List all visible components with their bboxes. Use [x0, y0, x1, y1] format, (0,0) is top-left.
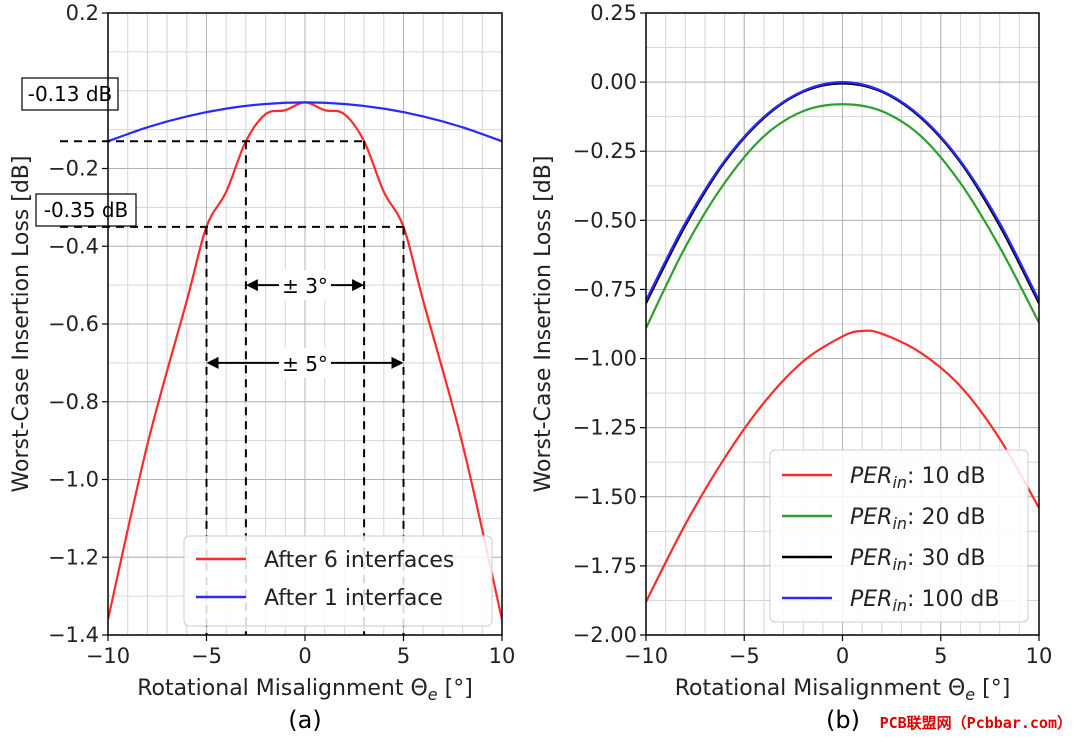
arrow-head: [352, 279, 365, 292]
legend-label: PERin: 100 dB: [850, 587, 1000, 615]
x-tick-label: −10: [86, 644, 130, 668]
x-tick-label: 0: [298, 644, 311, 668]
range-arrow-5-label-bg: [279, 347, 331, 378]
legend-box: [183, 535, 493, 627]
watermark-text: PCB联盟网（Pcbbar.com）: [879, 714, 1072, 732]
series-line: [108, 101, 502, 143]
callout-box-035: [35, 193, 137, 227]
series-group: [646, 81, 1039, 603]
y-tick-label: −0.6: [48, 312, 99, 336]
y-tick-label: −0.50: [573, 208, 637, 232]
series-line: [646, 329, 1039, 603]
legend: After 6 interfaces After 1 interface: [183, 535, 493, 627]
callout-label-013: -0.13 dB: [28, 82, 113, 106]
panel-a: ± 3° ± 5° -0.13 dB -0.35 dB −10 −5 0 5 10 0.2 −0.2…: [9, 1, 515, 734]
x-tick-label: 5: [397, 644, 410, 668]
y-tick-label: 0.00: [590, 70, 637, 94]
range-arrow-5-label: ± 5°: [282, 352, 328, 376]
y-tick-label: −0.75: [573, 277, 637, 301]
legend-label: PERin: 20 dB: [850, 505, 986, 533]
y-tick-label: −0.8: [48, 390, 99, 414]
callout-label-035: -0.35 dB: [44, 198, 129, 222]
x-tick-label: 10: [1026, 644, 1053, 668]
y-tick-label: −1.00: [573, 347, 637, 371]
legend-label: After 1 interface: [264, 586, 443, 611]
y-tick-label: −0.2: [48, 157, 99, 181]
x-axis-label: Rotational Misalignment Θe [°]: [137, 676, 473, 704]
panel-b: −10 −5 0 5 10 0.25 0.00 −0.25 −0.50 −0.75 −1.00 −1.…: [531, 1, 1052, 734]
y-tick-label: −1.75: [573, 554, 637, 578]
y-tick-label: 0.25: [590, 1, 637, 25]
x-tick-label: 5: [934, 644, 947, 668]
callout-box-013: [21, 77, 119, 111]
y-tick-label: −1.25: [573, 416, 637, 440]
y-tick-label: −0.4: [48, 234, 99, 258]
x-tick-label: −10: [624, 644, 668, 668]
legend: PERin: 10 dB PERin: 20 dB PERin: 30 dB PERi…: [769, 449, 1029, 623]
y-tick-label: −1.50: [573, 485, 637, 509]
x-tick-label: −5: [191, 644, 222, 668]
legend-label: After 6 interfaces: [264, 548, 454, 573]
y-axis-label: Worst-Case Insertion Loss [dB]: [531, 156, 556, 493]
y-axis-label: Worst-Case Insertion Loss [dB]: [9, 156, 34, 493]
series-group: [108, 101, 502, 620]
arrow-head: [206, 356, 219, 369]
y-tick-label: 0.2: [66, 1, 99, 25]
arrow-head: [245, 279, 258, 292]
y-tick-label: −2.00: [573, 623, 637, 647]
y-tick-label: −1.2: [48, 545, 99, 569]
panel-label: (a): [288, 706, 321, 734]
arrow-head: [391, 356, 404, 369]
range-arrow-3-label-bg: [279, 270, 331, 301]
legend-box: [769, 449, 1029, 623]
x-axis-label: Rotational Misalignment Θe [°]: [675, 676, 1011, 704]
y-tick-label: −1.0: [48, 468, 99, 492]
y-tick-label: −0.25: [573, 139, 637, 163]
y-tick-label: −1.4: [48, 623, 99, 647]
series-line: [646, 81, 1039, 301]
range-arrow-3-label: ± 3°: [282, 274, 328, 298]
x-tick-label: 10: [489, 644, 516, 668]
x-tick-label: 0: [836, 644, 849, 668]
legend-label: PERin: 30 dB: [850, 546, 986, 574]
panel-label: (b): [826, 706, 860, 734]
series-line: [646, 103, 1039, 329]
x-tick-label: −5: [729, 644, 760, 668]
legend-label: PERin: 10 dB: [850, 464, 986, 492]
